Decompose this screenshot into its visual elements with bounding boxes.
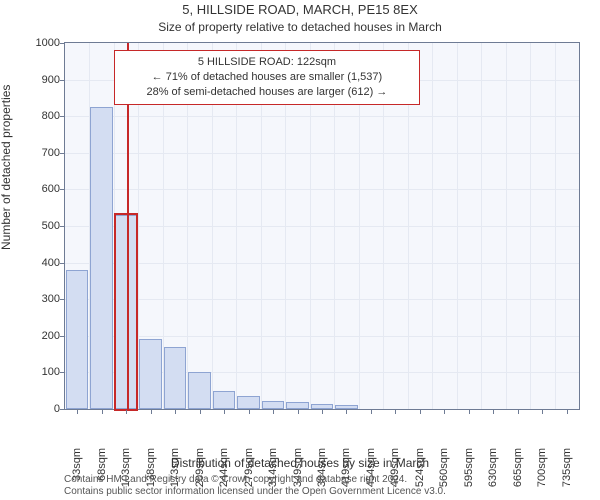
gridline-vertical bbox=[555, 43, 556, 409]
ytick-label: 200 bbox=[24, 330, 60, 342]
gridline-vertical bbox=[432, 43, 433, 409]
histogram-bar bbox=[335, 405, 358, 409]
credits-line2: Contains public sector information licen… bbox=[64, 486, 446, 498]
xtick-mark bbox=[346, 410, 347, 414]
gridline-horizontal bbox=[65, 189, 579, 190]
chart-root: 5, HILLSIDE ROAD, MARCH, PE15 8EX Size o… bbox=[0, 0, 600, 500]
ytick-label: 0 bbox=[24, 403, 60, 415]
gridline-vertical bbox=[530, 43, 531, 409]
xtick-mark bbox=[273, 410, 274, 414]
histogram-bar bbox=[286, 402, 309, 409]
ytick-label: 100 bbox=[24, 366, 60, 378]
credits: Contains HM Land Registry data © Crown c… bbox=[64, 474, 446, 498]
annotation-line: ← 71% of detached houses are smaller (1,… bbox=[123, 70, 411, 85]
xtick-mark bbox=[518, 410, 519, 414]
x-axis-label: Distribution of detached houses by size … bbox=[0, 456, 600, 470]
xtick-mark bbox=[151, 410, 152, 414]
chart-subtitle: Size of property relative to detached ho… bbox=[0, 20, 600, 34]
histogram-bar bbox=[90, 107, 113, 409]
xtick-mark bbox=[77, 410, 78, 414]
ytick-label: 400 bbox=[24, 257, 60, 269]
histogram-bar bbox=[164, 347, 187, 409]
xtick-mark bbox=[542, 410, 543, 414]
histogram-bar bbox=[213, 391, 236, 409]
gridline-horizontal bbox=[65, 153, 579, 154]
xtick-mark bbox=[126, 410, 127, 414]
xtick-mark bbox=[322, 410, 323, 414]
histogram-bar bbox=[188, 372, 211, 409]
xtick-mark bbox=[469, 410, 470, 414]
gridline-vertical bbox=[457, 43, 458, 409]
gridline-horizontal bbox=[65, 263, 579, 264]
xtick-mark bbox=[395, 410, 396, 414]
ytick-label: 300 bbox=[24, 293, 60, 305]
xtick-mark bbox=[444, 410, 445, 414]
gridline-horizontal bbox=[65, 299, 579, 300]
xtick-mark bbox=[224, 410, 225, 414]
xtick-mark bbox=[102, 410, 103, 414]
gridline-horizontal bbox=[65, 226, 579, 227]
xtick-mark bbox=[420, 410, 421, 414]
histogram-bar bbox=[262, 401, 285, 409]
ytick-label: 1000 bbox=[24, 37, 60, 49]
y-axis-label: Number of detached properties bbox=[0, 85, 13, 250]
annotation-line: 28% of semi-detached houses are larger (… bbox=[123, 85, 411, 100]
xtick-mark bbox=[249, 410, 250, 414]
chart-title: 5, HILLSIDE ROAD, MARCH, PE15 8EX bbox=[0, 2, 600, 17]
gridline-vertical bbox=[506, 43, 507, 409]
annotation-line: 5 HILLSIDE ROAD: 122sqm bbox=[123, 55, 411, 70]
histogram-bar bbox=[237, 396, 260, 409]
histogram-bar bbox=[139, 339, 162, 409]
annotation-box: 5 HILLSIDE ROAD: 122sqm← 71% of detached… bbox=[114, 50, 420, 105]
marker-box bbox=[114, 213, 139, 411]
gridline-vertical bbox=[481, 43, 482, 409]
histogram-bar bbox=[311, 404, 334, 409]
xtick-mark bbox=[200, 410, 201, 414]
ytick-label: 500 bbox=[24, 220, 60, 232]
xtick-mark bbox=[567, 410, 568, 414]
plot-area: 5 HILLSIDE ROAD: 122sqm← 71% of detached… bbox=[64, 42, 580, 410]
xtick-mark bbox=[298, 410, 299, 414]
gridline-horizontal bbox=[65, 336, 579, 337]
xtick-mark bbox=[493, 410, 494, 414]
marker-rect bbox=[114, 213, 139, 411]
xtick-mark bbox=[175, 410, 176, 414]
ytick-label: 700 bbox=[24, 147, 60, 159]
ytick-label: 600 bbox=[24, 183, 60, 195]
ytick-label: 900 bbox=[24, 74, 60, 86]
xtick-mark bbox=[371, 410, 372, 414]
ytick-label: 800 bbox=[24, 110, 60, 122]
histogram-bar bbox=[66, 270, 89, 409]
credits-line1: Contains HM Land Registry data © Crown c… bbox=[64, 474, 446, 486]
gridline-horizontal bbox=[65, 116, 579, 117]
